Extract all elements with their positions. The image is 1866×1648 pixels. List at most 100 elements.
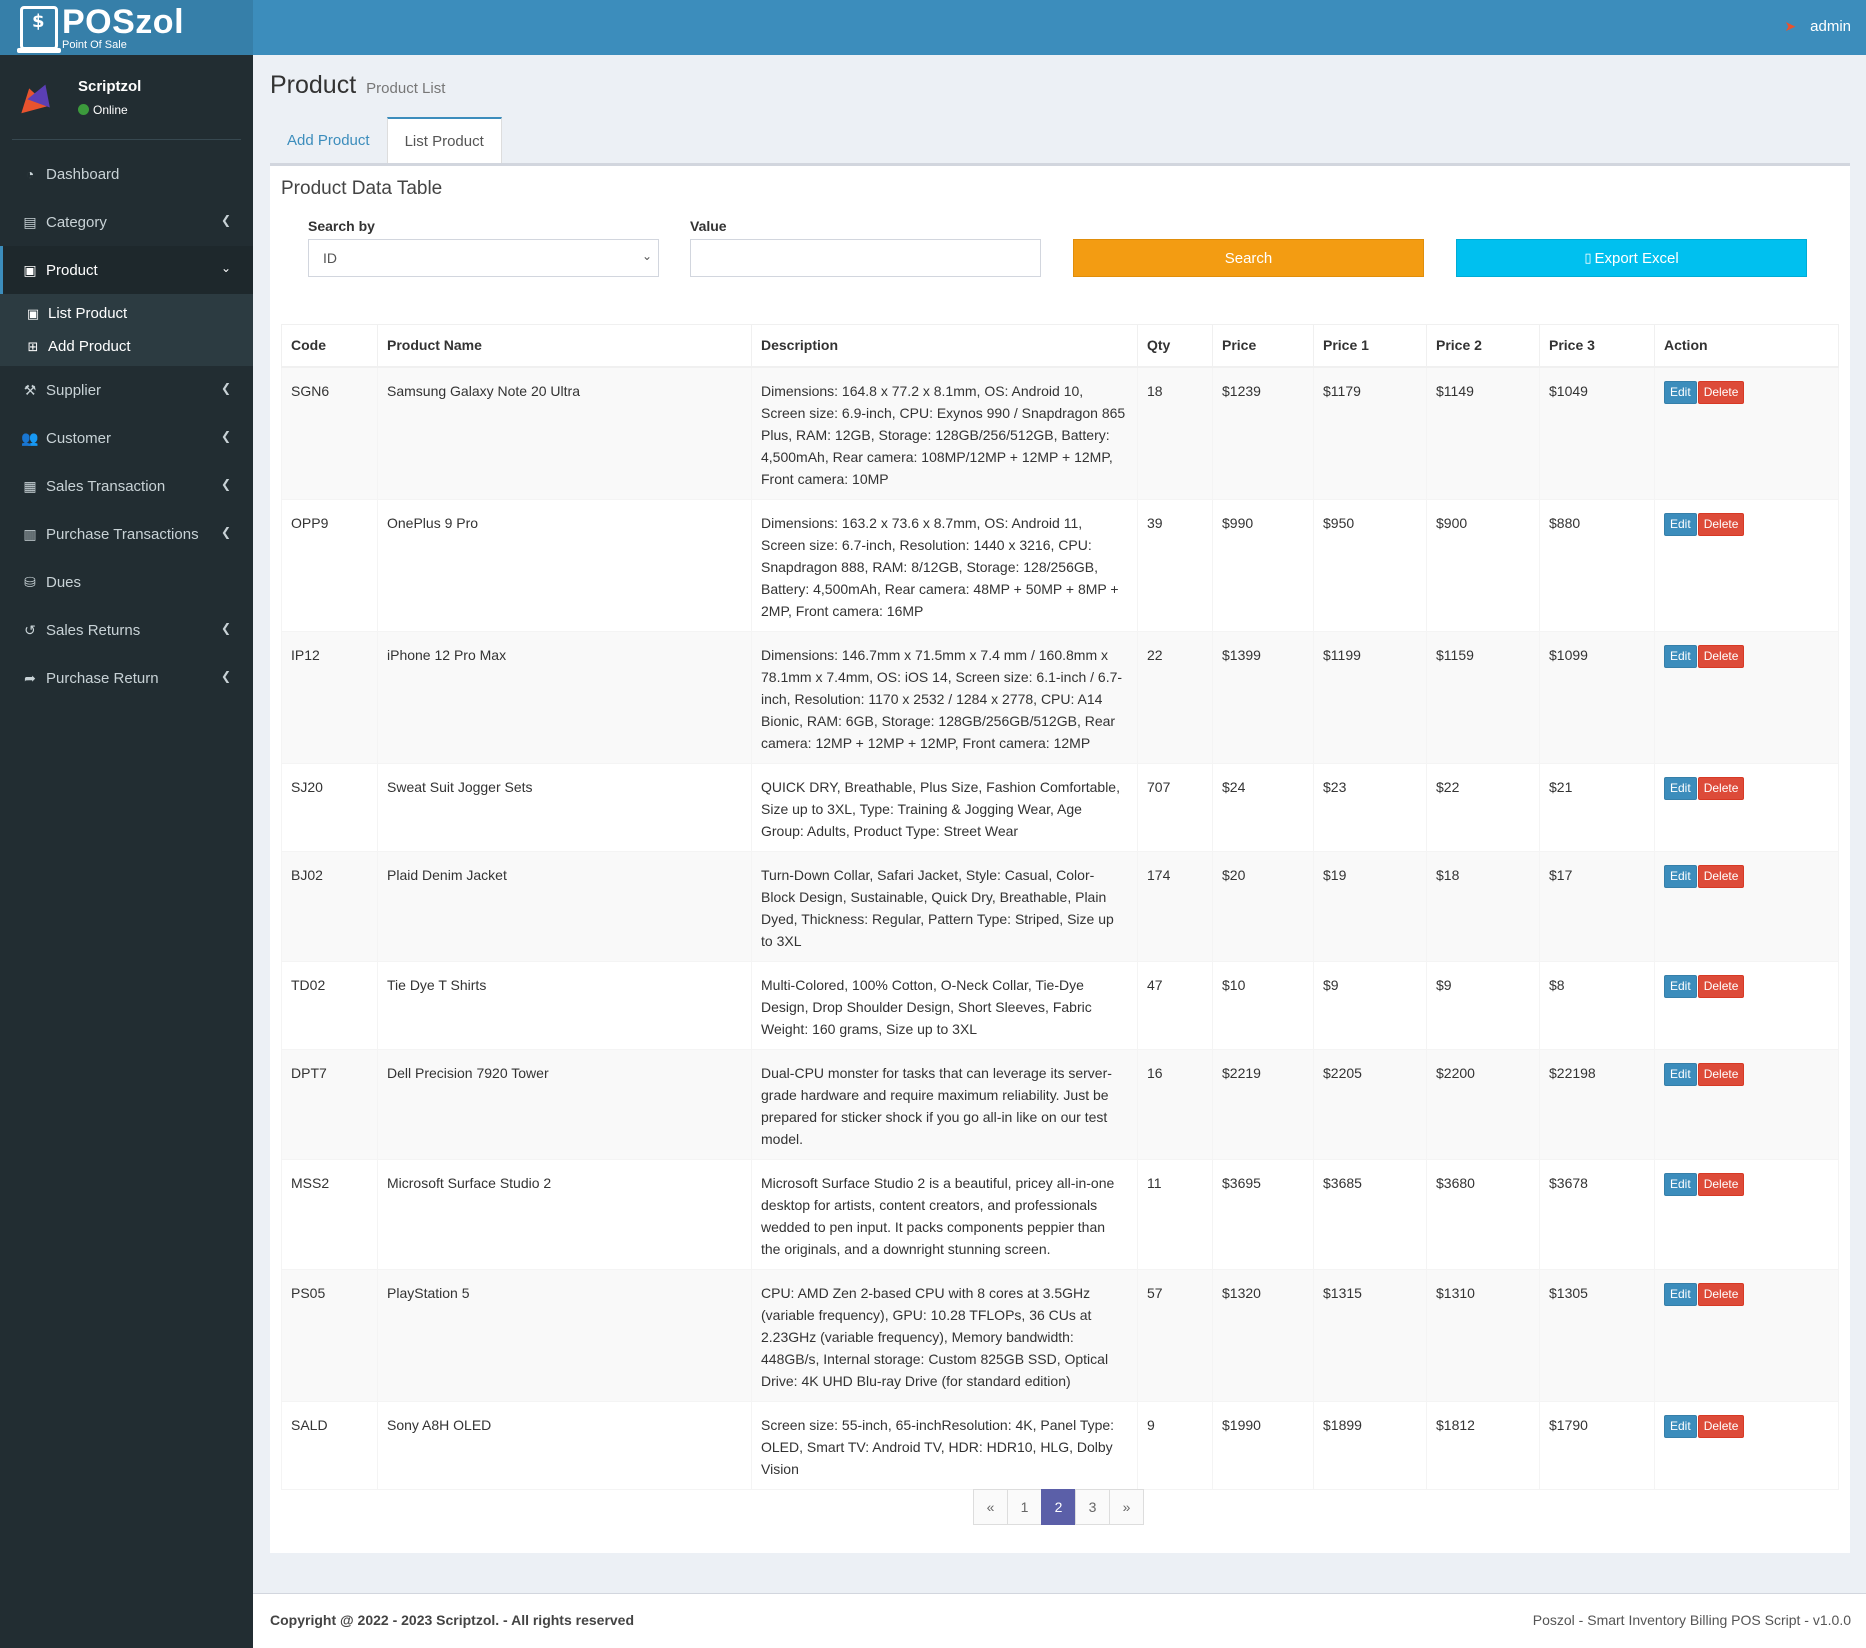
cell-name: Tie Dye T Shirts — [377, 960, 752, 1050]
sidebar-item-purchase-transactions[interactable]: ▥ Purchase Transactions ❮ — [0, 510, 253, 558]
edit-button[interactable]: Edit — [1664, 1414, 1697, 1438]
column-header[interactable]: Price 1 — [1313, 324, 1427, 368]
delete-button[interactable]: Delete — [1697, 512, 1745, 536]
export-excel-label: Export Excel — [1594, 249, 1679, 267]
table-row: TD02 Tie Dye T Shirts Multi-Colored, 100… — [281, 960, 1839, 1050]
cell-code: PS05 — [281, 1268, 378, 1402]
delete-button[interactable]: Delete — [1697, 380, 1745, 404]
pagination-next[interactable]: » — [1109, 1489, 1144, 1525]
edit-button[interactable]: Edit — [1664, 1062, 1697, 1086]
cell-price-2: $3680 — [1426, 1158, 1540, 1270]
sidebar-item-dashboard[interactable]: ◔ Dashboard — [0, 150, 253, 198]
sidebar-item-dues[interactable]: ⛁ Dues — [0, 558, 253, 606]
pagination: « 1 2 3 » — [973, 1489, 1144, 1525]
cell-price-2: $1159 — [1426, 630, 1540, 764]
product-tabs: Add Product List Product — [270, 117, 502, 163]
cell-price-2: $22 — [1426, 762, 1540, 852]
cell-price: $990 — [1212, 498, 1314, 632]
sidebar-item-customer[interactable]: 👥 Customer ❮ — [0, 414, 253, 462]
sidebar-item-sales-returns[interactable]: ↺ Sales Returns ❮ — [0, 606, 253, 654]
page-title: Product — [270, 71, 357, 99]
column-header[interactable]: Price — [1212, 324, 1314, 368]
edit-button[interactable]: Edit — [1664, 512, 1697, 536]
cell-code: SGN6 — [281, 366, 378, 500]
edit-button[interactable]: Edit — [1664, 644, 1697, 668]
sidebar-item-supplier[interactable]: ⚒ Supplier ❮ — [0, 366, 253, 414]
table-row: SALD Sony A8H OLED Screen size: 55-inch,… — [281, 1400, 1839, 1490]
edit-button[interactable]: Edit — [1664, 974, 1697, 998]
admin-user-menu[interactable]: ➤ admin — [1784, 18, 1851, 35]
sidebar-item-product[interactable]: ▣ Product ⌄ — [0, 246, 253, 294]
value-input[interactable] — [690, 239, 1041, 277]
delete-button[interactable]: Delete — [1697, 974, 1745, 998]
cell-qty: 174 — [1137, 850, 1213, 962]
cell-price-3: $22198 — [1539, 1048, 1655, 1160]
edit-button[interactable]: Edit — [1664, 776, 1697, 800]
export-excel-button[interactable]: ▯ Export Excel — [1456, 239, 1807, 277]
cell-name: Plaid Denim Jacket — [377, 850, 752, 962]
delete-button[interactable]: Delete — [1697, 776, 1745, 800]
column-header: Action — [1654, 324, 1839, 368]
supplier-icon: ⚒ — [23, 381, 37, 398]
chevron-left-icon: ❮ — [220, 213, 231, 227]
cell-price-1: $1179 — [1313, 366, 1427, 500]
cell-description: Turn-Down Collar, Safari Jacket, Style: … — [751, 850, 1138, 962]
delete-button[interactable]: Delete — [1697, 1282, 1745, 1306]
delete-button[interactable]: Delete — [1697, 1414, 1745, 1438]
chevron-left-icon: ❮ — [220, 621, 231, 635]
cell-price-2: $1149 — [1426, 366, 1540, 500]
pagination-page-1[interactable]: 1 — [1007, 1489, 1042, 1525]
edit-button[interactable]: Edit — [1664, 864, 1697, 888]
column-header[interactable]: Description — [751, 324, 1138, 368]
pagination-page-2[interactable]: 2 — [1041, 1489, 1076, 1525]
column-header[interactable]: Code — [281, 324, 378, 368]
delete-button[interactable]: Delete — [1697, 644, 1745, 668]
dashboard-icon: ◔ — [25, 166, 35, 182]
top-navbar: ➤ admin — [253, 0, 1866, 55]
cell-action: Edit Delete — [1654, 850, 1839, 962]
column-header[interactable]: Qty — [1137, 324, 1213, 368]
column-header[interactable]: Price 3 — [1539, 324, 1655, 368]
pagination-page-3[interactable]: 3 — [1075, 1489, 1110, 1525]
main-content: Product Product List Add Product List Pr… — [253, 55, 1866, 1648]
edit-button[interactable]: Edit — [1664, 1172, 1697, 1196]
chevron-left-icon: ❮ — [220, 669, 231, 683]
tab-add-product[interactable]: Add Product — [287, 131, 370, 149]
pos-terminal-icon — [17, 5, 61, 53]
sidebar: POSzol Point Of Sale Scriptzol Online ◔ … — [0, 0, 253, 1648]
delete-button[interactable]: Delete — [1697, 864, 1745, 888]
cell-action: Edit Delete — [1654, 366, 1839, 500]
sidebar-item-sales-transaction[interactable]: ▦ Sales Transaction ❮ — [0, 462, 253, 510]
delete-button[interactable]: Delete — [1697, 1172, 1745, 1196]
database-icon: ⛁ — [24, 573, 36, 590]
search-button[interactable]: Search — [1073, 239, 1424, 277]
cell-price: $3695 — [1212, 1158, 1314, 1270]
chevron-left-icon: ❮ — [220, 429, 231, 443]
undo-icon: ↺ — [24, 621, 36, 638]
pagination-prev[interactable]: « — [973, 1489, 1008, 1525]
cell-code: SJ20 — [281, 762, 378, 852]
cell-code: OPP9 — [281, 498, 378, 632]
cell-description: CPU: AMD Zen 2-based CPU with 8 cores at… — [751, 1268, 1138, 1402]
cell-name: Sony A8H OLED — [377, 1400, 752, 1490]
sidebar-subitem-list-product[interactable]: ▣ List Product — [0, 297, 253, 330]
sidebar-item-label: Sales Returns — [46, 621, 141, 639]
brand-logo[interactable]: POSzol Point Of Sale — [0, 0, 253, 55]
cell-qty: 22 — [1137, 630, 1213, 764]
chevron-down-icon: ⌄ — [220, 261, 231, 275]
sidebar-item-label: Sales Transaction — [46, 477, 166, 495]
cell-price: $10 — [1212, 960, 1314, 1050]
user-status-label: Online — [93, 102, 128, 117]
sidebar-subitem-add-product[interactable]: ⊞ Add Product — [0, 330, 253, 363]
search-by-select[interactable]: ID ⌄ — [308, 239, 659, 277]
delete-button[interactable]: Delete — [1697, 1062, 1745, 1086]
sidebar-item-category[interactable]: ▤ Category ❮ — [0, 198, 253, 246]
column-header[interactable]: Product Name — [377, 324, 752, 368]
column-header[interactable]: Price 2 — [1426, 324, 1540, 368]
cell-name: Microsoft Surface Studio 2 — [377, 1158, 752, 1270]
edit-button[interactable]: Edit — [1664, 380, 1697, 404]
tab-list-product[interactable]: List Product — [386, 117, 502, 163]
sidebar-subitem-label: List Product — [48, 305, 128, 322]
sidebar-item-purchase-return[interactable]: ➦ Purchase Return ❮ — [0, 654, 253, 702]
edit-button[interactable]: Edit — [1664, 1282, 1697, 1306]
